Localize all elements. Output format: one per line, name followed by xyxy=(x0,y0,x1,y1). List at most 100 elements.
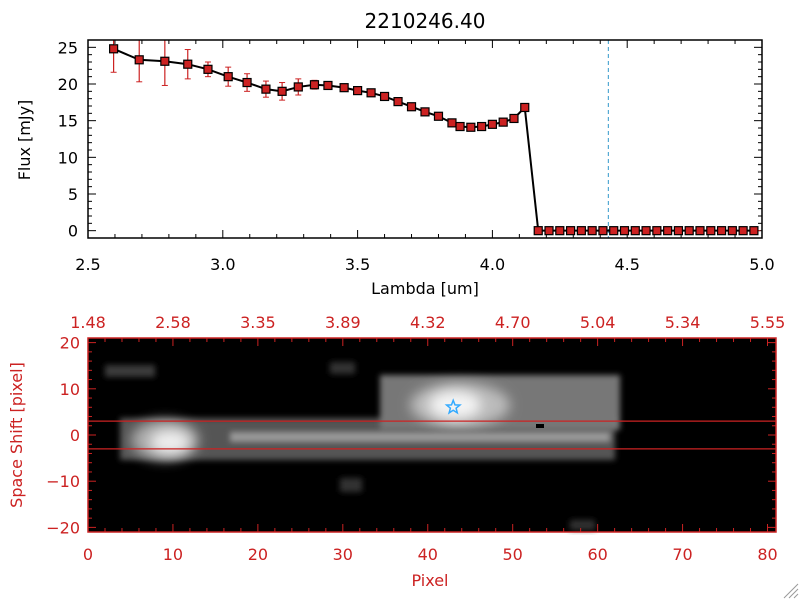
top-x-tick-label: 4.0 xyxy=(480,255,505,274)
top-axis-wavelength-label: 5.55 xyxy=(750,313,786,332)
data-point xyxy=(353,85,363,96)
data-point xyxy=(544,226,554,236)
bottom-y-tick-label: 0 xyxy=(70,426,80,445)
top-x-tick-label: 3.5 xyxy=(345,255,370,274)
data-point xyxy=(684,226,694,236)
top-axis-wavelength-label: 3.35 xyxy=(240,313,276,332)
top-axis-ticks xyxy=(87,39,763,238)
top-plot-frame xyxy=(87,39,763,239)
top-axis-wavelength-label: 2.58 xyxy=(155,313,191,332)
data-point xyxy=(533,226,543,236)
top-x-tick-label: 4.5 xyxy=(614,255,639,274)
bottom-x-tick-label: 50 xyxy=(503,545,523,564)
data-point xyxy=(576,226,586,236)
bottom-top-axis-tick-labels: 1.48 2.58 3.35 3.89 4.32 4.70 5.04 5.34 5.55 xyxy=(70,313,785,332)
bottom-x-tick-label: 70 xyxy=(672,545,692,564)
top-title: 2210246.40 xyxy=(365,9,486,33)
data-point xyxy=(261,84,271,94)
data-point xyxy=(406,102,417,112)
data-point xyxy=(555,226,565,236)
data-point xyxy=(673,226,684,236)
data-point xyxy=(160,56,170,66)
star-marker-icon xyxy=(444,398,462,415)
resize-grip-icon[interactable] xyxy=(783,583,799,599)
data-point xyxy=(379,91,390,102)
top-axis-wavelength-label: 4.32 xyxy=(410,313,446,332)
data-point xyxy=(641,226,651,236)
data-point xyxy=(477,121,487,132)
top-y-axis-label: Flux [mJy] xyxy=(15,100,34,181)
data-point xyxy=(565,226,576,236)
bottom-x-tick-label: 10 xyxy=(163,545,183,564)
data-point xyxy=(277,86,287,96)
data-point xyxy=(455,121,465,132)
bottom-x-tick-label: 60 xyxy=(587,545,607,564)
flux-series-line xyxy=(113,47,754,232)
top-axis-wavelength-label: 1.48 xyxy=(70,313,106,332)
top-y-tick-label: 20 xyxy=(58,75,78,94)
top-x-tick-label: 2.5 xyxy=(75,255,100,274)
data-point xyxy=(293,82,303,92)
top-y-tick-labels: 0 5 10 15 20 25 xyxy=(58,38,78,240)
bottom-x-tick-label: 40 xyxy=(418,545,438,564)
top-x-tick-labels: 2.5 3.0 3.5 4.0 4.5 5.0 xyxy=(75,255,774,274)
data-point xyxy=(223,72,233,82)
data-point xyxy=(749,226,759,236)
data-point xyxy=(466,122,476,132)
data-point xyxy=(695,226,705,236)
data-point xyxy=(520,102,530,113)
bottom-x-tick-labels: 0 10 20 30 40 50 60 70 80 xyxy=(83,545,778,564)
data-point xyxy=(630,226,640,236)
bottom-y-tick-label: −10 xyxy=(46,472,80,491)
data-point xyxy=(509,113,519,124)
top-axis-wavelength-label: 4.70 xyxy=(495,313,531,332)
top-y-tick-label: 0 xyxy=(68,222,78,241)
data-point xyxy=(393,96,403,107)
bottom-x-tick-label: 80 xyxy=(757,545,777,564)
top-axis-wavelength-label: 5.04 xyxy=(580,313,616,332)
data-point xyxy=(447,118,457,128)
top-y-tick-label: 15 xyxy=(58,112,78,131)
bottom-axis-ticks xyxy=(87,338,776,532)
data-point xyxy=(738,226,748,236)
extraction-window-lines xyxy=(88,420,776,450)
data-point xyxy=(323,80,333,91)
data-point xyxy=(366,88,376,98)
data-point xyxy=(339,83,349,93)
data-point xyxy=(183,59,193,69)
data-point xyxy=(420,107,430,117)
bottom-x-tick-label: 20 xyxy=(248,545,268,564)
data-point xyxy=(598,226,608,236)
top-x-tick-label: 3.0 xyxy=(210,255,235,274)
data-point xyxy=(609,226,619,236)
bottom-y-tick-label: −20 xyxy=(46,518,80,537)
top-y-tick-label: 25 xyxy=(58,38,78,57)
data-point xyxy=(706,226,716,236)
data-point xyxy=(716,226,727,236)
top-x-tick-label: 5.0 xyxy=(749,255,774,274)
data-point xyxy=(498,117,508,127)
top-y-tick-label: 10 xyxy=(58,148,78,167)
top-x-axis-label: Lambda [um] xyxy=(371,279,479,298)
data-point xyxy=(309,80,320,90)
data-point xyxy=(109,44,119,54)
data-point xyxy=(134,55,144,65)
data-point xyxy=(433,111,444,121)
data-point xyxy=(727,226,737,236)
bottom-x-tick-label: 30 xyxy=(333,545,353,564)
top-axis-wavelength-label: 5.34 xyxy=(665,313,701,332)
data-point xyxy=(242,77,252,88)
data-point xyxy=(203,64,213,74)
bottom-y-axis-label: Space Shift [pixel] xyxy=(7,362,26,508)
flux-series-markers xyxy=(109,44,759,236)
bottom-x-axis-label: Pixel xyxy=(411,571,448,590)
top-y-tick-label: 5 xyxy=(68,185,78,204)
bottom-x-tick-label: 0 xyxy=(83,545,93,564)
data-point xyxy=(619,226,630,236)
bottom-y-tick-label: 10 xyxy=(60,380,80,399)
top-axis-wavelength-label: 3.89 xyxy=(325,313,361,332)
data-point xyxy=(663,226,673,236)
data-point xyxy=(487,119,497,129)
data-point xyxy=(652,226,662,236)
